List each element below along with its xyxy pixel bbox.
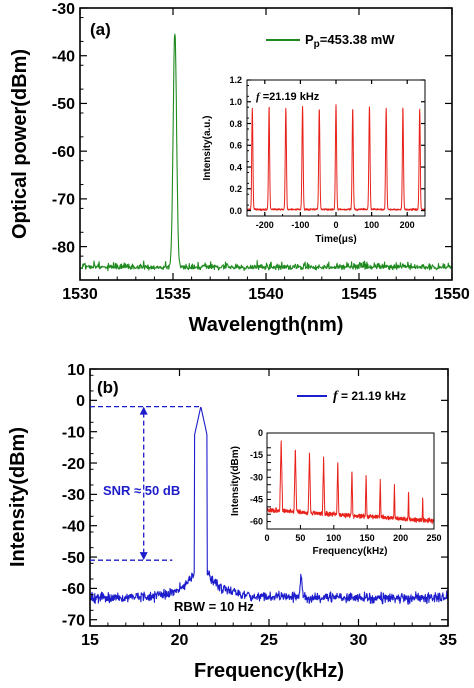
panel-a-axes: 1530 1535 1540 1545 1550 -30 -40 -50 -60 -70 -80 (52, 1, 470, 303)
panel-b-inset-ytick-label: -45 (250, 494, 263, 504)
snr-arrow-up (139, 406, 148, 415)
panel-a-ytick-label: -80 (52, 239, 75, 256)
panel-a-series-line (79, 33, 453, 272)
panel-a-ytick-label: -30 (52, 1, 75, 18)
panel-b-snr-annotation: SNR ≈ 50 dB (90, 405, 201, 561)
panel-a-plot (79, 33, 453, 272)
panel-b-ytick-label: -50 (62, 550, 85, 567)
panel-a-ytick-label: -70 (52, 192, 75, 209)
panel-b-inset-series-line (266, 440, 435, 525)
panel-b-xtick-label: 35 (439, 632, 457, 649)
panel-a-label: (a) (90, 20, 111, 39)
panel-a-inset-xtick-label: -200 (256, 220, 274, 230)
snr-label: SNR ≈ 50 dB (103, 483, 180, 498)
panel-b-ytick-label: -60 (62, 581, 85, 598)
panel-a: 1530 1535 1540 1545 1550 -30 -40 -50 -60 -70 -80 (… (9, 1, 470, 336)
panel-b-xtick-label: 20 (171, 632, 189, 649)
panel-b-legend: f = 21.19 kHz (297, 389, 406, 404)
panel-a-inset-ytick-label: 0.0 (229, 206, 242, 216)
panel-a-xtick-label: 1540 (248, 286, 284, 303)
panel-b-inset-ylabel: Intensity(dBm) (230, 446, 241, 516)
snr-arrow-down (139, 552, 148, 561)
panel-b-inset-axes: 0 50 100 150 200 250 0 -15 -30 -45 -60 (250, 428, 442, 543)
panel-b-inset-xtick-label: 150 (360, 533, 375, 543)
panel-a-inset-ylabel: Intensity(a.u.) (202, 115, 213, 180)
panel-b-xtick-label: 15 (81, 632, 99, 649)
panel-a-ylabel: Optical power(dBm) (9, 49, 31, 239)
panel-b-ytick-label: 0 (76, 393, 85, 410)
panel-b-inset-ytick-label: -60 (250, 517, 263, 527)
panel-a-inset-annotation: f =21.19 kHz (256, 91, 320, 103)
panel-b-inset-ytick-label: -30 (250, 472, 263, 482)
panel-b-inset-xlabel: Frequency(kHz) (312, 546, 387, 557)
panel-b-inset-xtick-label: 250 (426, 533, 441, 543)
panel-b-xtick-label: 25 (260, 632, 278, 649)
panel-b-ytick-label: -20 (62, 456, 85, 473)
panel-b-series-line (89, 406, 449, 605)
panel-a-ytick-label: -50 (52, 96, 75, 113)
panel-a-xtick-label: 1550 (434, 286, 470, 303)
panel-a-xtick-label: 1530 (62, 286, 98, 303)
panel-a-inset-ytick-label: 0.8 (229, 119, 242, 129)
panel-b-label: (b) (97, 378, 119, 397)
panel-b-inset-xtick-label: 100 (326, 533, 341, 543)
panel-a-inset: -200 -100 0 100 200 0.0 0.2 0.4 0.6 0.8 1.0 1.2 f =… (202, 75, 426, 245)
panel-a-legend-label: Pp=453.38 mW (305, 32, 395, 50)
panel-a-ytick-label: -40 (52, 48, 75, 65)
panel-a-inset-background (247, 80, 425, 216)
panel-b-xlabel: Frequency(kHz) (194, 660, 344, 682)
panel-b-ytick-label: -70 (62, 612, 85, 629)
panel-b-inset-xtick-label: 200 (393, 533, 408, 543)
panel-a-inset-ytick-label: 0.2 (229, 184, 242, 194)
panel-a-inset-ytick-label: 1.2 (229, 75, 242, 85)
panel-b-ytick-label: 10 (67, 362, 85, 379)
rbw-label: RBW = 10 Hz (174, 599, 254, 614)
panel-b-ytick-label: -10 (62, 424, 85, 441)
panel-a-inset-axes: -200 -100 0 100 200 0.0 0.2 0.4 0.6 0.8 1.0 1.2 (229, 75, 426, 230)
panel-b-inset-frame (266, 432, 435, 530)
panel-b-inset-xtick-label: 50 (295, 533, 305, 543)
panel-a-xtick-label: 1545 (341, 286, 377, 303)
panel-b-ylabel: Intensity(dBm) (7, 427, 29, 567)
panel-b-xtick-label: 30 (350, 632, 368, 649)
panel-b-inset-ytick-label: -15 (250, 450, 263, 460)
panel-b-legend-label: f = 21.19 kHz (333, 389, 406, 404)
panel-a-inset-xtick-label: 100 (364, 220, 379, 230)
panel-a-xlabel: Wavelength(nm) (189, 314, 344, 336)
panel-b-inset: 0 50 100 150 200 250 0 -15 -30 -45 -60 Frequency(k… (230, 428, 442, 557)
panel-a-inset-xlabel: Time(μs) (315, 234, 357, 245)
panel-b-inset-ytick-label: 0 (258, 428, 263, 438)
panel-a-xtick-label: 1535 (155, 286, 191, 303)
panel-a-inset-xtick-label: -100 (291, 220, 309, 230)
panel-a-inset-ytick-label: 0.6 (229, 141, 242, 151)
panel-a-inset-xtick-label: 0 (333, 220, 338, 230)
panel-a-inset-plot (246, 104, 426, 212)
panel-a-inset-series-line (246, 104, 426, 212)
panel-b-ytick-label: -40 (62, 518, 85, 535)
panel-a-ytick-label: -60 (52, 144, 75, 161)
panel-a-legend: Pp=453.38 mW (266, 32, 395, 50)
panel-b-ytick-label: -30 (62, 487, 85, 504)
panel-b-plot (89, 406, 449, 605)
panel-a-inset-ytick-label: 1.0 (229, 97, 242, 107)
panel-a-inset-ytick-label: 0.4 (229, 162, 242, 172)
panel-b-inset-plot (266, 440, 435, 525)
panel-a-inset-xtick-label: 200 (400, 220, 415, 230)
panel-b-inset-xtick-label: 0 (264, 533, 269, 543)
